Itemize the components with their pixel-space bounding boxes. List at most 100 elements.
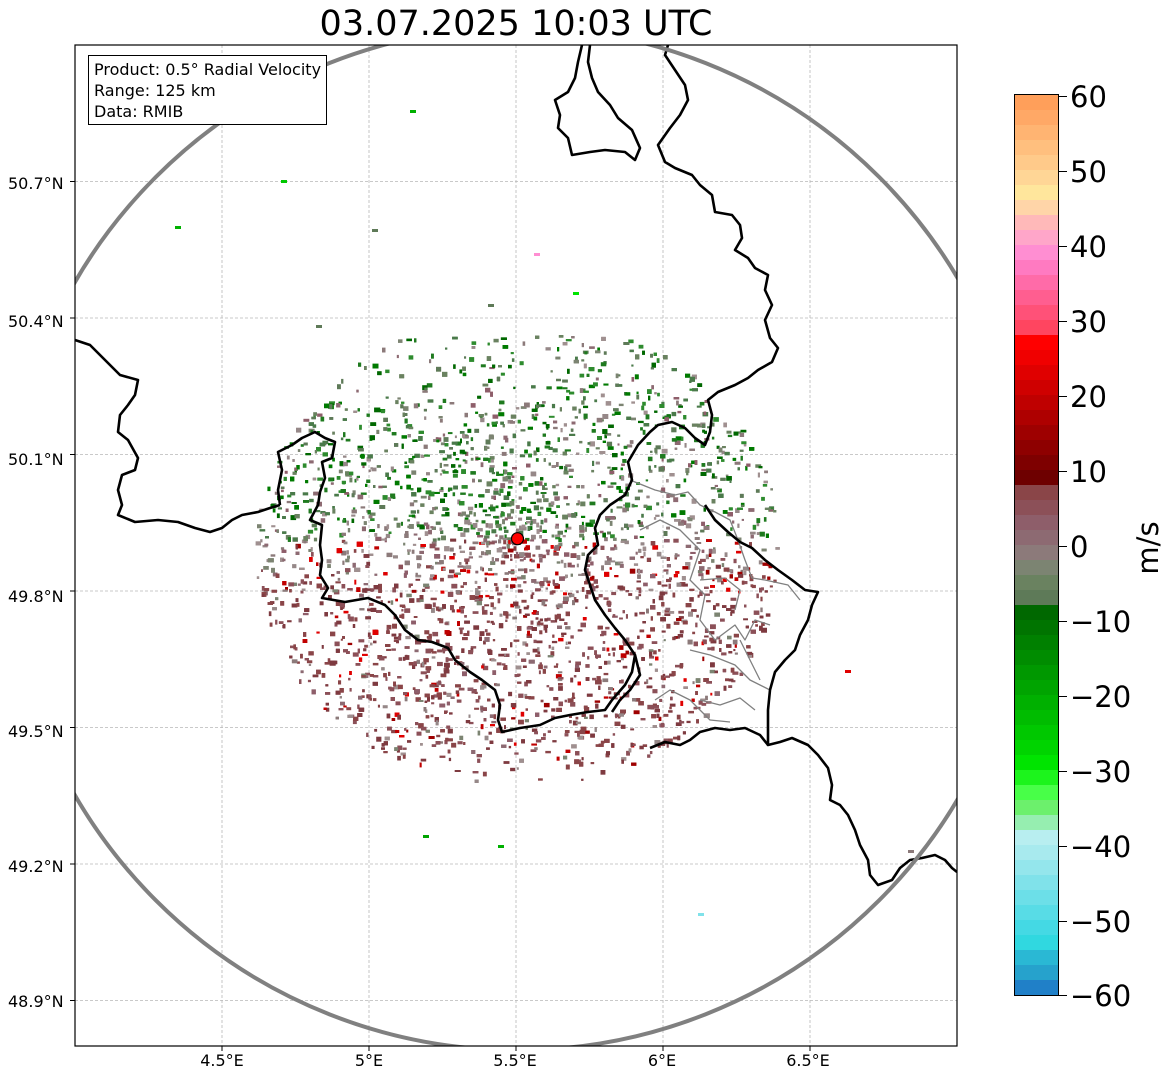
echo-pixel [658,466,665,472]
echo-pixel [533,639,537,644]
echo-pixel [485,550,491,555]
echo-pixel [647,754,651,758]
echo-pixel [737,537,742,542]
echo-pixel [481,684,487,689]
echo-pixel [502,424,505,428]
echo-pixel [671,671,676,676]
echo-pixel [682,731,686,735]
echo-pixel [616,486,621,490]
echo-pixel [344,492,349,495]
echo-pixel [489,456,495,460]
echo-pixel [367,632,371,637]
echo-pixel [385,472,389,477]
echo-pixel [535,712,540,717]
echo-pixel [351,493,355,498]
echo-pixel [618,561,624,564]
echo-pixel [650,353,653,358]
echo-pixel [363,521,367,525]
echo-pixel [493,338,499,343]
echo-pixel [597,625,603,630]
echo-pixel [398,636,402,641]
echo-pixel [569,720,572,724]
echo-pixel [271,567,275,573]
echo-pixel [351,518,355,523]
echo-pixel [368,515,373,519]
echo-pixel [482,665,489,671]
echo-pixel [577,735,584,740]
echo-pixel [376,736,382,742]
echo-pixel [550,501,555,505]
echo-pixel [634,535,638,539]
echo-pixel [620,653,627,659]
echo-pixel [595,461,600,465]
echo-pixel [654,465,657,468]
echo-pixel [295,551,300,555]
echo-pixel [562,601,568,604]
echo-pixel [505,476,511,480]
echo-pixel [463,423,468,427]
echo-pixel [519,559,524,562]
echo-pixel [762,484,768,487]
echo-pixel [571,421,576,425]
echo-pixel [666,571,669,575]
echo-pixel [485,439,491,445]
echo-pixel [328,464,333,469]
echo-pixel [618,713,624,717]
echo-pixel [642,429,646,435]
echo-pixel [669,706,672,710]
echo-pixel [426,383,433,388]
echo-pixel [709,637,714,642]
echo-pixel [666,564,671,568]
colorbar-segment [1015,455,1058,470]
echo-pixel [595,703,599,709]
echo-pixel [398,657,402,661]
echo-pixel [369,435,375,441]
echo-pixel [746,651,753,655]
echo-pixel [488,304,494,307]
echo-pixel [653,650,657,655]
echo-pixel [656,551,662,557]
echo-pixel [562,535,566,538]
echo-pixel [296,602,300,607]
echo-pixel [423,408,427,412]
echo-pixel [705,695,708,701]
echo-pixel [361,695,365,698]
echo-pixel [373,640,377,644]
echo-pixel [512,433,516,439]
echo-pixel [440,590,445,594]
echo-pixel [583,390,589,393]
echo-pixel [255,541,261,546]
echo-pixel [564,622,568,625]
echo-pixel [347,614,351,619]
echo-pixel [439,473,442,476]
echo-pixel [465,720,471,724]
echo-pixel [329,401,335,404]
echo-pixel [320,416,325,422]
echo-pixel [600,770,606,775]
echo-pixel [580,726,587,731]
echo-pixel [296,465,300,470]
echo-pixel [316,447,321,452]
echo-pixel [401,443,404,449]
echo-pixel [505,584,509,588]
echo-pixel [302,492,309,496]
echo-pixel [493,490,499,495]
echo-pixel [472,523,478,528]
echo-pixel [398,339,403,343]
echo-pixel [653,705,659,709]
echo-pixel [763,480,768,484]
echo-pixel [320,518,326,523]
echo-pixel [601,480,606,485]
echo-pixel [527,526,531,531]
echo-pixel [460,492,466,495]
echo-pixel [707,567,711,570]
echo-pixel [460,662,465,665]
echo-pixel [459,449,465,454]
echo-pixel [622,665,628,669]
echo-pixel [499,400,505,405]
echo-pixel [529,569,535,572]
echo-pixel [522,641,527,646]
echo-pixel [636,580,641,583]
colorbar-label: −30 [1070,755,1132,789]
echo-pixel [548,644,551,649]
